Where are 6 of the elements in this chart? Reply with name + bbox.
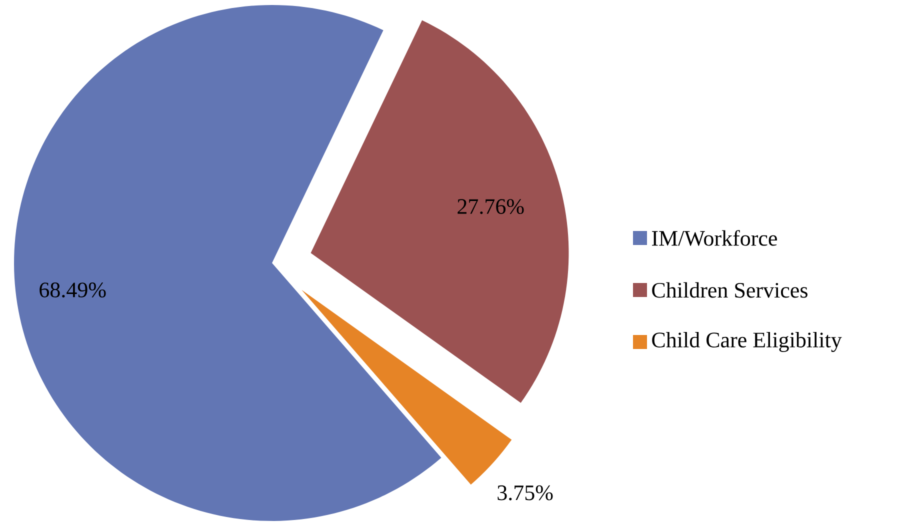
data-label: 27.76%	[458, 199, 524, 214]
legend-label: IM/Workforce	[652, 230, 777, 246]
data-label: 3.75%	[498, 485, 553, 500]
legend-label: Children Services	[652, 282, 808, 298]
data-label: 68.49%	[40, 282, 106, 298]
legend-label: Child Care Eligibility	[652, 332, 842, 352]
